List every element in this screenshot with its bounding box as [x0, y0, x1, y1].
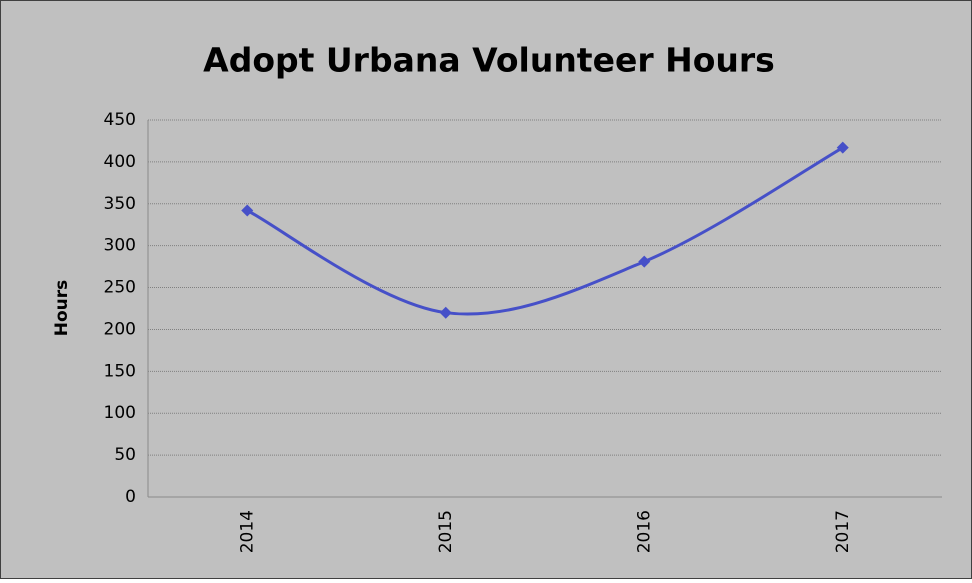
y-tick-label: 450 [104, 110, 136, 130]
y-tick-label: 0 [125, 487, 136, 507]
y-tick-label: 100 [104, 403, 136, 423]
x-tick-label: 2014 [237, 510, 257, 553]
chart-title: Adopt Urbana Volunteer Hours [203, 41, 775, 80]
x-tick-label: 2016 [634, 510, 654, 553]
y-tick-label: 200 [104, 319, 136, 339]
y-axis-label: Hours [52, 280, 72, 337]
series-line [246, 146, 844, 316]
point-marker [241, 204, 254, 217]
point-marker [638, 255, 651, 268]
y-tick-label: 50 [114, 445, 136, 465]
x-tick-label: 2015 [436, 510, 456, 553]
y-tick-label: 350 [104, 194, 136, 214]
y-tick-label: 150 [104, 361, 136, 381]
y-tick-label: 250 [104, 278, 136, 298]
point-marker [439, 306, 452, 319]
y-tick-label: 300 [104, 236, 136, 256]
y-tick-label: 400 [104, 152, 136, 172]
x-tick-label: 2017 [833, 510, 853, 553]
point-marker [836, 141, 849, 154]
